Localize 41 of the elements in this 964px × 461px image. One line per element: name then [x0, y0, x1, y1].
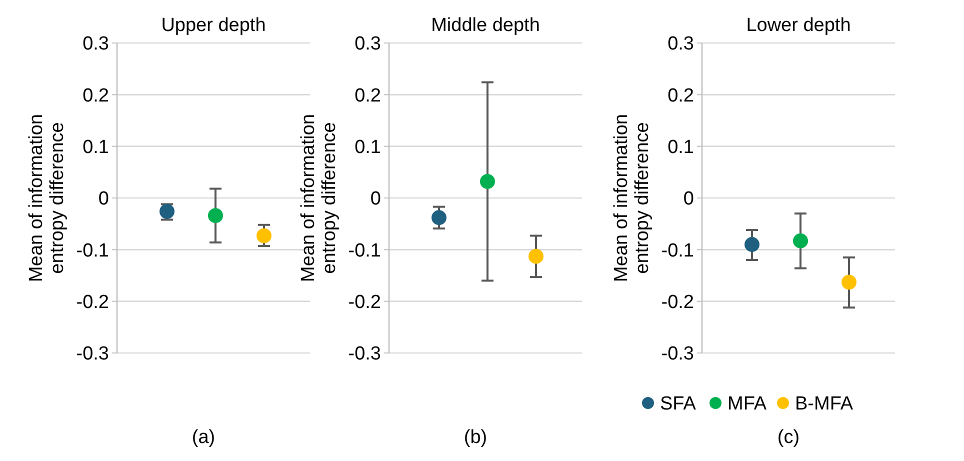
- legend-label: MFA: [728, 394, 767, 415]
- point: [842, 274, 856, 290]
- y-tick-label: 0: [98, 188, 109, 210]
- y-tick-label: 0.1: [82, 136, 109, 158]
- text: (c): [777, 427, 800, 448]
- chart-title: Lower depth: [746, 15, 851, 36]
- y-tick-label: 0.2: [82, 85, 109, 106]
- y-tick-label: -0.1: [661, 240, 694, 262]
- y-axis-title: Mean of information entropy difference: [611, 114, 653, 282]
- y-tick-label: 0.1: [668, 136, 694, 158]
- y-tick-label: 0.2: [354, 85, 381, 106]
- y-tick-label: 0: [370, 188, 381, 210]
- y-tick-label: -0.3: [661, 344, 694, 365]
- point: [793, 233, 808, 248]
- point: [744, 237, 760, 252]
- y-tick-label: -0.3: [76, 344, 109, 365]
- point: [528, 248, 544, 264]
- text: (b): [464, 427, 488, 448]
- y-tick-label: -0.1: [348, 240, 381, 262]
- y-tick-label: 0.3: [82, 34, 109, 55]
- legend-label: B-MFA: [795, 394, 854, 415]
- y-tick-label: 0.3: [354, 34, 381, 55]
- y-tick-label: 0.1: [354, 136, 381, 158]
- point: [208, 208, 223, 224]
- text: (a): [192, 427, 216, 448]
- y-tick-label: 0.2: [668, 85, 694, 106]
- y-tick-label: -0.2: [76, 292, 109, 313]
- legend-label: SFA: [660, 394, 696, 415]
- y-axis-title: Mean of information entropy difference: [26, 114, 68, 282]
- y-axis-title: Mean of information entropy difference: [298, 114, 340, 282]
- point: [432, 210, 446, 226]
- y-tick-label: -0.2: [348, 292, 381, 313]
- point: [256, 228, 272, 244]
- y-tick-label: 0: [683, 188, 694, 210]
- point: [480, 174, 495, 189]
- chart-title: Upper depth: [161, 15, 266, 36]
- y-tick-label: -0.1: [76, 240, 109, 262]
- y-tick-label: -0.2: [661, 292, 694, 313]
- y-tick-label: -0.3: [348, 344, 381, 365]
- y-tick-label: 0.3: [668, 34, 694, 55]
- chart-title: Middle depth: [431, 15, 540, 36]
